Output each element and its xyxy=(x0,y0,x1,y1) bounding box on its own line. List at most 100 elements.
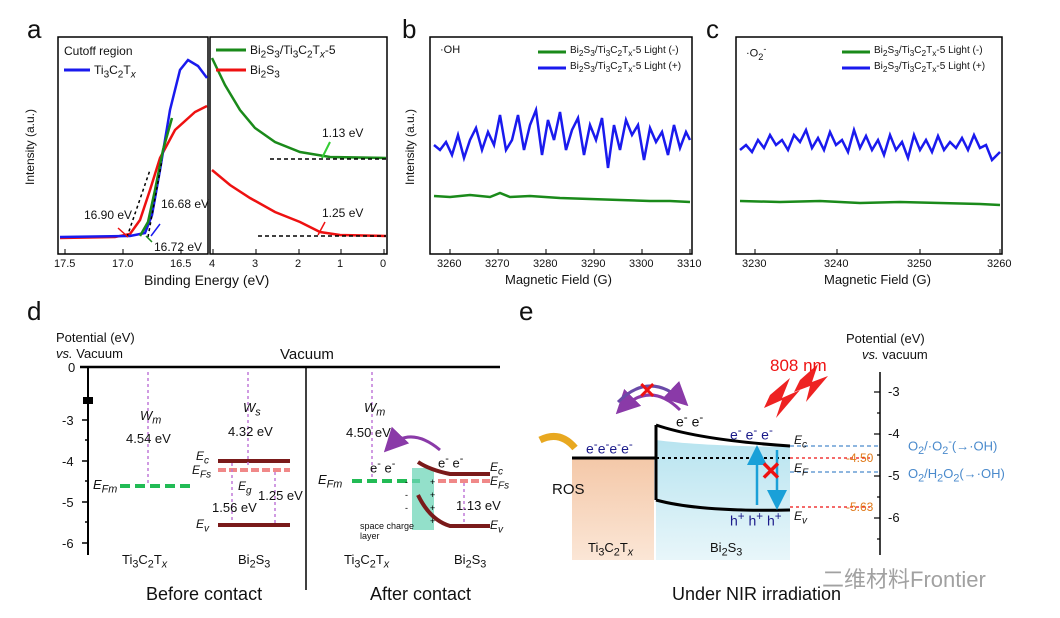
panel-c xyxy=(735,36,1003,255)
panel-letter-c: c xyxy=(706,14,719,44)
electrons-cb: e- e- e- xyxy=(730,424,773,443)
ti3c2tx-block xyxy=(572,458,654,560)
ohline-light-on xyxy=(433,105,692,169)
tick-c-3250: 3250 xyxy=(907,258,932,270)
tick-b-3310: 3310 xyxy=(677,258,702,270)
cb-edge xyxy=(655,423,791,448)
efs-label-before: EFs xyxy=(192,463,212,481)
ef-label-e: EF xyxy=(794,461,809,479)
tick-a-16-5: 16.5 xyxy=(170,258,192,270)
ti-label-before: Ti3C2Tx xyxy=(122,552,168,571)
arrow-1-13 xyxy=(321,141,331,159)
tick-c-3240: 3240 xyxy=(824,258,849,270)
tick-e-3: -3 xyxy=(888,384,900,399)
panel-letter-d: d xyxy=(27,296,42,326)
svg-text:-: - xyxy=(405,503,408,513)
legend-composite-label: Bi2S3/Ti3C2Tx-5 xyxy=(250,43,336,61)
val-1-56: 1.56 eV xyxy=(212,500,257,515)
eg-label: Eg xyxy=(238,479,252,497)
val-4-32: 4.32 eV xyxy=(228,424,273,439)
electrons-after: e- e- xyxy=(370,458,396,476)
svg-text:+: + xyxy=(430,477,435,487)
potential-title-e: Potential (eV) xyxy=(846,331,925,346)
annot-16-90: 16.90 eV xyxy=(84,208,133,222)
panel-letter-e: e xyxy=(519,296,534,326)
couple-2-label: O2/H2O2(→·OH) xyxy=(908,466,1005,485)
ec-label-after: Ec xyxy=(490,460,504,478)
ev-label-before: Ev xyxy=(196,517,210,535)
tick-d-3: -3 xyxy=(62,413,74,428)
arrow-16-90 xyxy=(117,227,129,238)
nir-caption: Under NIR irradiation xyxy=(672,584,842,604)
couple-1-label: O2/·O2-(→·OH) xyxy=(908,436,998,457)
panel-letter-a: a xyxy=(27,14,42,44)
watermark: 二维材料Frontier xyxy=(822,567,986,592)
val-1-13: 1.13 eV xyxy=(456,498,501,513)
tick-b-3270: 3270 xyxy=(485,258,510,270)
tick-b-3300: 3300 xyxy=(629,258,654,270)
composite-cutoff-curve xyxy=(138,117,174,237)
tick-b-3280: 3280 xyxy=(533,258,558,270)
radical-o2-label: ·O2- xyxy=(746,44,767,62)
value-4-50: -4.50 xyxy=(846,451,874,465)
ylabel-b: Intensity (a.u.) xyxy=(403,108,418,186)
tangent-line-2 xyxy=(147,159,163,238)
radical-oh-label: ·OH xyxy=(440,44,461,56)
bi-label-e: Bi2S3 xyxy=(710,540,743,559)
ti-label-e: Ti3C2Tx xyxy=(588,540,634,559)
o2line-light-on xyxy=(739,125,1001,163)
tick-a-17-0: 17.0 xyxy=(112,258,134,270)
bi-label-after: Bi2S3 xyxy=(454,552,487,571)
tick-a-1: 1 xyxy=(337,258,344,270)
tick-a-2: 2 xyxy=(295,258,302,270)
xlabel-b: Magnetic Field (G) xyxy=(505,272,612,287)
vacuum-label: Vacuum xyxy=(280,346,334,363)
tick-e-5: -5 xyxy=(888,468,900,483)
ec-band-bent xyxy=(416,460,490,476)
tick-a-4: 4 xyxy=(209,258,216,270)
lightning-icon-2 xyxy=(794,364,828,402)
potential-title-d: Potential (eV) xyxy=(56,330,135,345)
panel-e: ✕ ✕ xyxy=(538,364,881,560)
svg-text:+: + xyxy=(430,490,435,500)
ev-label-after: Ev xyxy=(490,518,504,536)
vs-vacuum-e: vs. vacuum xyxy=(862,347,928,362)
val-4-54: 4.54 eV xyxy=(126,431,171,446)
ws-label: Ws xyxy=(243,400,261,419)
blocked-cross-transfer: ✕ xyxy=(638,378,656,403)
space-charge-label: space charge layer xyxy=(360,521,415,541)
tick-d-4: -4 xyxy=(62,454,74,469)
panel-letter-b: b xyxy=(402,14,417,44)
tick-e-6: -6 xyxy=(888,510,900,525)
blocked-cross-e: ✕ xyxy=(760,456,782,486)
svg-text:+: + xyxy=(430,516,435,526)
legend-bi2s3-label: Bi2S3 xyxy=(250,63,280,81)
annot-1-25: 1.25 eV xyxy=(322,206,364,220)
holes-label: h+ h+ h+ xyxy=(730,510,782,529)
charge-signs: - - - + + + + xyxy=(405,477,435,526)
legend-c-off-label: Bi2S3/Ti3C2Tx-5 Light (-) xyxy=(874,45,983,58)
tick-c-3260: 3260 xyxy=(987,258,1012,270)
o2line-light-off xyxy=(739,199,1001,207)
annot-16-72: 16.72 eV xyxy=(154,240,203,254)
ohline-light-off xyxy=(433,191,691,204)
tick-d-5: -5 xyxy=(62,495,74,510)
arrow-16-72 xyxy=(145,235,153,243)
efs-label-after: EFs xyxy=(490,474,510,492)
ev-label-e: Ev xyxy=(794,509,808,527)
val-4-50: 4.50 eV xyxy=(346,425,391,440)
ec-label-before: Ec xyxy=(196,449,210,467)
electron-transfer-arrow-d xyxy=(383,426,441,453)
ros-arrow xyxy=(538,432,578,451)
val-1-25: 1.25 eV xyxy=(258,488,303,503)
svg-text:-: - xyxy=(405,477,408,487)
panel-a-left-frame xyxy=(57,36,209,255)
ti-label-after: Ti3C2Tx xyxy=(344,552,390,571)
bi2s3-vb-curve xyxy=(211,169,387,238)
lightning-icon-1 xyxy=(764,378,800,418)
legend-c-on-label: Bi2S3/Ti3C2Tx-5 Light (+) xyxy=(874,61,986,74)
ev-band-bent xyxy=(416,494,490,528)
tick-a-3: 3 xyxy=(252,258,259,270)
before-contact-caption: Before contact xyxy=(146,584,263,604)
